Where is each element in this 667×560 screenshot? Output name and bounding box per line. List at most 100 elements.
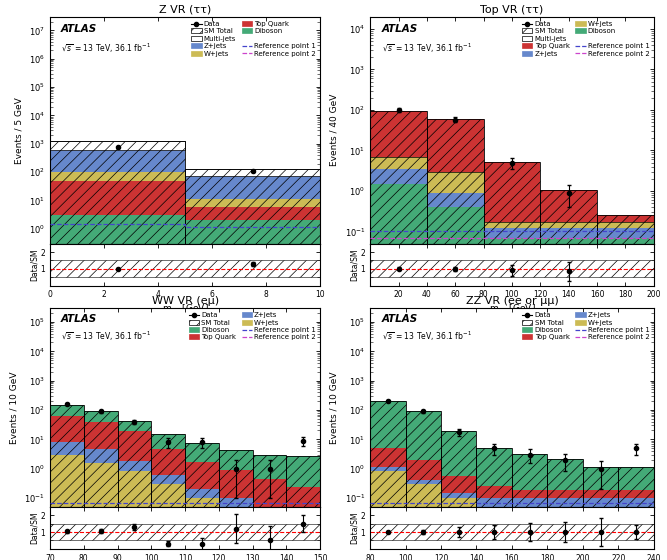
Text: ATLAS: ATLAS	[382, 314, 418, 324]
Bar	[618, 466, 654, 491]
Legend: Data, SM Total, Multi-jets, Top Quark, Z+jets, W+jets, Diboson, , Reference poin: Data, SM Total, Multi-jets, Top Quark, Z…	[520, 18, 652, 59]
Bar	[117, 421, 151, 431]
Bar	[427, 193, 484, 207]
Text: $\sqrt{s}$ = 13 TeV, 36.1 fb$^{-1}$: $\sqrt{s}$ = 13 TeV, 36.1 fb$^{-1}$	[382, 330, 472, 343]
Bar	[185, 199, 320, 207]
Bar	[370, 111, 427, 157]
Bar	[370, 184, 427, 560]
Bar	[512, 491, 548, 498]
Bar	[185, 498, 219, 560]
Y-axis label: Events / 5 GeV: Events / 5 GeV	[15, 97, 23, 164]
Text: $\sqrt{s}$ = 13 TeV, 36.1 fb$^{-1}$: $\sqrt{s}$ = 13 TeV, 36.1 fb$^{-1}$	[61, 42, 151, 55]
Bar	[406, 411, 441, 460]
Bar	[286, 456, 320, 560]
Bar	[370, 401, 406, 560]
Bar	[117, 472, 151, 560]
Bar	[583, 491, 618, 498]
Bar	[618, 491, 654, 498]
Bar	[540, 190, 597, 222]
Bar	[484, 162, 540, 560]
Legend: Data, SM Total, Diboson, Top Quark, Z+jets, W+jets, Reference point 1, Reference: Data, SM Total, Diboson, Top Quark, Z+je…	[520, 309, 652, 343]
Bar	[370, 401, 406, 448]
Bar	[548, 491, 583, 498]
Bar	[370, 260, 654, 277]
Bar	[50, 524, 320, 540]
Bar	[50, 416, 84, 442]
Bar	[540, 237, 597, 560]
Y-axis label: Events / 10 GeV: Events / 10 GeV	[330, 371, 339, 444]
Bar	[84, 464, 117, 560]
Text: ATLAS: ATLAS	[382, 24, 418, 34]
Bar	[597, 214, 654, 222]
Bar	[618, 507, 654, 560]
Bar	[253, 519, 286, 560]
Bar	[117, 461, 151, 472]
Bar	[406, 411, 441, 560]
Bar	[219, 450, 253, 560]
Bar	[219, 498, 253, 507]
Bar	[185, 442, 219, 560]
Bar	[441, 476, 476, 493]
Bar	[219, 470, 253, 498]
Bar	[597, 237, 654, 560]
Y-axis label: Data/SM: Data/SM	[350, 511, 360, 544]
Bar	[185, 176, 320, 199]
Text: $\sqrt{s}$ = 13 TeV, 36.1 fb$^{-1}$: $\sqrt{s}$ = 13 TeV, 36.1 fb$^{-1}$	[61, 330, 151, 343]
Bar	[50, 150, 185, 172]
Bar	[427, 119, 484, 172]
Bar	[406, 480, 441, 484]
Bar	[50, 404, 84, 560]
Bar	[151, 475, 185, 484]
Text: ATLAS: ATLAS	[61, 24, 97, 34]
Bar	[583, 507, 618, 560]
Bar	[185, 489, 219, 498]
Bar	[427, 207, 484, 560]
Bar	[540, 222, 597, 228]
Bar	[540, 190, 597, 560]
Bar	[548, 459, 583, 560]
Legend: Data, SM Total, Multi-jets, Z+jets, W+jets, Top Quark, Diboson, , Reference poin: Data, SM Total, Multi-jets, Z+jets, W+je…	[188, 18, 319, 59]
Bar	[185, 169, 320, 176]
Bar	[151, 433, 185, 449]
Bar	[219, 450, 253, 470]
Bar	[185, 462, 219, 489]
Bar	[583, 466, 618, 491]
Bar	[151, 433, 185, 560]
Y-axis label: Events / 10 GeV: Events / 10 GeV	[10, 371, 19, 444]
Bar	[484, 222, 540, 228]
Bar	[597, 222, 654, 228]
Title: WW VR (eμ): WW VR (eμ)	[151, 296, 219, 306]
Y-axis label: Data/SM: Data/SM	[30, 248, 39, 281]
Bar	[185, 169, 320, 512]
Bar	[50, 181, 185, 215]
Bar	[286, 487, 320, 510]
Bar	[370, 472, 406, 560]
X-axis label: m$_{T2}$ [GeV]: m$_{T2}$ [GeV]	[488, 302, 536, 315]
Bar	[370, 468, 406, 472]
Bar	[370, 111, 427, 560]
Legend: Data, SM Total, Diboson, Top Quark, Z+jets, W+jets, Reference point 1, Reference: Data, SM Total, Diboson, Top Quark, Z+je…	[186, 309, 319, 343]
Bar	[548, 507, 583, 560]
Text: ATLAS: ATLAS	[61, 314, 97, 324]
Bar	[50, 455, 84, 560]
Bar	[618, 498, 654, 507]
Bar	[286, 456, 320, 487]
Bar	[512, 507, 548, 560]
Bar	[253, 455, 286, 560]
Bar	[253, 455, 286, 479]
Bar	[476, 498, 512, 507]
Bar	[370, 524, 654, 540]
Bar	[484, 162, 540, 222]
Bar	[597, 214, 654, 560]
Bar	[597, 228, 654, 237]
Title: Top VR (ττ): Top VR (ττ)	[480, 4, 544, 15]
Title: ZZ VR (ee or μμ): ZZ VR (ee or μμ)	[466, 296, 558, 306]
Bar	[84, 422, 117, 450]
Bar	[476, 447, 512, 486]
Bar	[185, 220, 320, 560]
Bar	[427, 172, 484, 193]
Bar	[50, 142, 185, 150]
Bar	[50, 442, 84, 455]
Bar	[512, 454, 548, 560]
Bar	[50, 215, 185, 560]
